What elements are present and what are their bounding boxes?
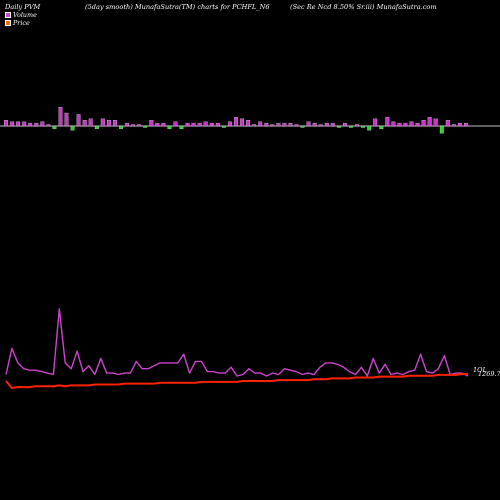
chart-subtitle: (Sec Re Ncd 8.50% Sr.iii) MunafaSutra.co… bbox=[290, 3, 437, 11]
volume-bar bbox=[197, 122, 202, 127]
volume-bar bbox=[191, 122, 196, 127]
volume-bar bbox=[131, 124, 136, 127]
volume-bar bbox=[155, 122, 160, 127]
volume-bar bbox=[294, 124, 299, 127]
volume-bar bbox=[306, 121, 311, 127]
volume-bar bbox=[457, 122, 462, 127]
legend-swatch-volume bbox=[5, 12, 11, 18]
volume-bars bbox=[4, 107, 468, 134]
legend-label-volume: Volume bbox=[13, 11, 37, 19]
volume-bar bbox=[276, 122, 281, 127]
price-line bbox=[5, 373, 468, 389]
volume-bar bbox=[173, 121, 178, 127]
volume-bar bbox=[288, 122, 293, 127]
volume-bar bbox=[185, 122, 190, 127]
volume-bar bbox=[433, 118, 438, 127]
volume-bar bbox=[355, 124, 360, 127]
volume-bar bbox=[421, 120, 426, 127]
chart-title: (5day smooth) MunafaSutra(TM) charts for… bbox=[85, 3, 270, 11]
volume-bar bbox=[16, 121, 21, 127]
volume-bar bbox=[100, 118, 105, 127]
volume-bar bbox=[112, 120, 117, 127]
volume-bar bbox=[270, 124, 275, 127]
volume-bar bbox=[373, 118, 378, 127]
volume-bar bbox=[379, 125, 384, 130]
volume-bar bbox=[264, 122, 269, 127]
last-price-label: 1269.75 bbox=[478, 370, 500, 378]
volume-bar bbox=[330, 122, 335, 127]
volume-bar bbox=[403, 122, 408, 127]
volume-bar bbox=[246, 120, 251, 127]
axis-label: 1OL bbox=[473, 366, 487, 374]
volume-bar bbox=[409, 121, 414, 127]
volume-bar bbox=[282, 122, 287, 127]
volume-bar bbox=[336, 125, 341, 128]
volume-bar bbox=[324, 122, 329, 127]
volume-bar bbox=[258, 121, 263, 127]
volume-bar bbox=[88, 118, 93, 127]
volume-bar bbox=[94, 125, 99, 130]
volume-bar bbox=[234, 117, 238, 127]
volume-bar bbox=[464, 122, 468, 127]
volume-bar bbox=[312, 122, 317, 127]
volume-bar bbox=[34, 122, 39, 127]
volume-bar bbox=[397, 122, 402, 127]
volume-bar bbox=[22, 121, 27, 127]
volume-bar bbox=[4, 120, 8, 127]
volume-bar bbox=[227, 121, 232, 127]
volume-bar bbox=[10, 121, 15, 127]
volume-bar bbox=[203, 121, 208, 127]
volume-bar bbox=[318, 124, 323, 127]
volume-bar bbox=[427, 117, 432, 127]
volume-bar bbox=[240, 118, 245, 127]
volume-bar bbox=[385, 117, 390, 127]
volume-bar bbox=[82, 120, 87, 127]
volume-bar bbox=[167, 125, 172, 130]
volume-bar bbox=[445, 120, 450, 127]
legend-item-price: Price bbox=[5, 19, 37, 27]
volume-bar bbox=[125, 122, 130, 127]
volume-bar bbox=[349, 125, 353, 128]
volume-bar bbox=[52, 125, 57, 130]
volume-bar bbox=[137, 124, 142, 127]
volume-bar bbox=[391, 121, 396, 127]
legend-label-price: Price bbox=[13, 19, 30, 27]
volume-bar bbox=[415, 122, 420, 127]
volume-bar bbox=[451, 124, 456, 127]
chart-type-label: Daily PVM bbox=[5, 3, 41, 11]
volume-bar bbox=[215, 122, 220, 127]
volume-bar bbox=[149, 120, 154, 127]
volume-bar bbox=[40, 121, 45, 127]
pvm-line bbox=[5, 308, 469, 377]
volume-bar bbox=[28, 122, 33, 127]
volume-bar bbox=[106, 120, 111, 127]
volume-bar bbox=[161, 122, 166, 127]
volume-bar bbox=[367, 125, 372, 131]
volume-bar bbox=[46, 124, 51, 127]
legend-item-volume: Volume bbox=[5, 11, 37, 19]
series-lines bbox=[5, 308, 469, 389]
volume-bar bbox=[300, 125, 305, 128]
volume-bar bbox=[179, 125, 184, 130]
volume-bar bbox=[119, 125, 123, 130]
volume-bar bbox=[58, 107, 63, 127]
legend: Volume Price bbox=[5, 11, 37, 27]
volume-bar bbox=[221, 125, 226, 128]
volume-bar bbox=[342, 122, 347, 127]
volume-bar bbox=[143, 125, 148, 128]
volume-bar bbox=[439, 125, 444, 134]
volume-bar bbox=[252, 124, 257, 127]
volume-bar bbox=[209, 122, 214, 127]
volume-bar bbox=[64, 112, 69, 127]
volume-bar bbox=[361, 125, 366, 128]
volume-bar bbox=[76, 114, 81, 127]
volume-bar bbox=[70, 125, 75, 131]
legend-swatch-price bbox=[5, 20, 11, 26]
